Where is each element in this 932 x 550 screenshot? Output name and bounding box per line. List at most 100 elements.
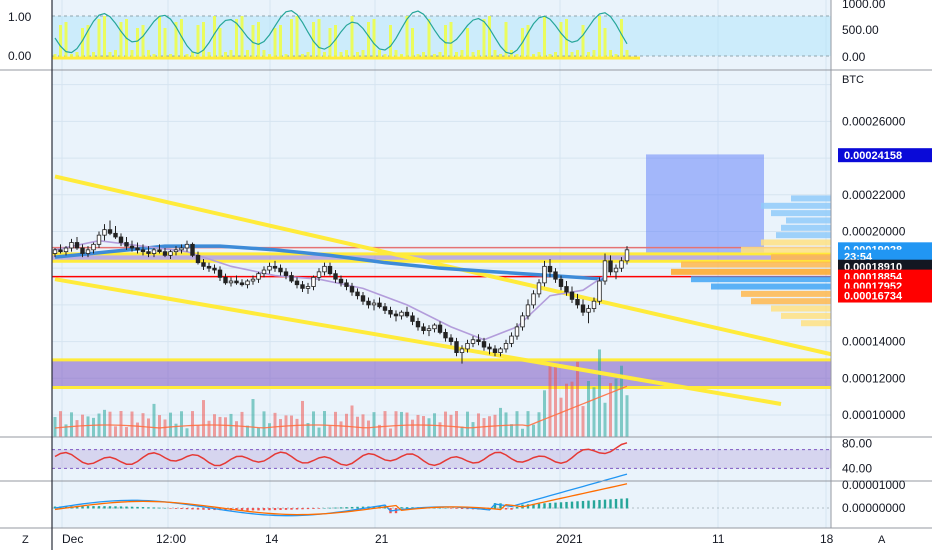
- candle-body-40: [272, 265, 278, 269]
- top-hist-61: [389, 25, 392, 58]
- corner-label-left[interactable]: Z: [22, 534, 29, 546]
- top-hist-43: [290, 19, 293, 58]
- upper-purple-zone: [52, 253, 831, 262]
- volume-bar-89: [543, 390, 546, 437]
- candle-body-2: [63, 247, 69, 253]
- top-hist-54: [350, 16, 354, 58]
- profile-bar-17: [801, 320, 831, 327]
- top-hist-46: [306, 52, 310, 58]
- candle-body-28: [206, 265, 212, 269]
- top-hist-92: [559, 22, 563, 58]
- volume-bar-57: [367, 420, 370, 437]
- candle-body-72: [448, 337, 454, 342]
- macd-hist-9: [103, 506, 106, 509]
- volume-bar-38: [262, 411, 266, 437]
- candle-body-100: [602, 260, 608, 282]
- profile-bar-16: [781, 312, 831, 319]
- price-tag-label-6: 0.00016734: [844, 291, 903, 303]
- top-hist-94: [570, 52, 574, 58]
- macd-hist-25: [191, 508, 194, 510]
- macd-hist-64: [405, 507, 409, 509]
- price-axis[interactable]: 0.00026000 0.00022000 0.00020000 0.00014000…: [8, 0, 906, 515]
- volume-bars: [53, 349, 629, 437]
- profile-bar-13: [741, 290, 831, 297]
- top-hist-69: [433, 54, 436, 58]
- top-hist-93: [565, 19, 568, 58]
- top-hist-37: [257, 22, 260, 58]
- profile-bar-2: [771, 210, 831, 217]
- volume-bar-4: [75, 420, 79, 437]
- profile-bar-4: [781, 224, 831, 231]
- profile-bar-8: [771, 254, 831, 261]
- volume-bar-81: [499, 407, 502, 437]
- macd-hist-95: [576, 501, 579, 509]
- price-tick-label-3: 0.00014000: [842, 335, 906, 349]
- top-oscillator-line: [54, 10, 628, 55]
- top-hist-39: [268, 54, 271, 58]
- candle-body-83: [509, 335, 514, 344]
- profile-bar-14: [751, 298, 831, 305]
- macd-hist-90: [548, 502, 552, 509]
- volume-bar-61: [389, 428, 392, 437]
- top-hist-40: [273, 28, 277, 58]
- candle-body-94: [569, 291, 575, 300]
- candle-body-11: [113, 232, 118, 238]
- volume-bar-33: [235, 421, 238, 437]
- candle-body-17: [146, 251, 151, 254]
- top-hist-14: [130, 50, 134, 58]
- macd-tick-1: 0.00000000: [842, 501, 906, 515]
- volume-bar-84: [515, 411, 519, 437]
- top-hist-65: [411, 28, 414, 58]
- candle-body-18: [151, 249, 157, 254]
- time-axis[interactable]: Dec 12:00 14 21 2021 11 18: [62, 532, 834, 546]
- macd-signal-line: [54, 483, 628, 516]
- macd-hist-37: [257, 508, 260, 511]
- top-hist-78: [482, 19, 486, 58]
- volume-bar-26: [196, 425, 200, 437]
- volume-bar-46: [306, 423, 310, 437]
- candle-body-9: [102, 229, 107, 236]
- candle-body-45: [300, 284, 305, 289]
- volume-bar-23: [180, 411, 183, 437]
- macd-hist-8: [97, 506, 101, 509]
- volume-bar-10: [108, 411, 112, 437]
- top-hist-87: [532, 54, 535, 58]
- volume-bar-63: [400, 411, 403, 437]
- macd-hist-20: [163, 507, 167, 509]
- top-hist-28: [207, 52, 211, 58]
- macd-hist-103: [620, 498, 623, 509]
- macd-hist-63: [400, 507, 403, 509]
- volume-bar-66: [416, 414, 420, 437]
- top-hist-30: [218, 28, 222, 58]
- candle-body-12: [118, 236, 124, 243]
- top-hist-49: [323, 52, 326, 58]
- top-hist-98: [592, 50, 596, 58]
- price-tag-bg-6: [838, 288, 932, 303]
- volume-bar-54: [350, 405, 354, 437]
- volume-bar-35: [246, 425, 249, 437]
- top-hist-2: [64, 22, 68, 58]
- candle-body-6: [85, 249, 91, 254]
- top-hist-60: [383, 54, 387, 58]
- top-hist-9: [103, 16, 106, 58]
- macd-hist-54: [350, 506, 354, 509]
- candle-body-76: [470, 339, 476, 344]
- macd-hist-18: [152, 507, 156, 509]
- top-hist-88: [537, 52, 541, 58]
- top-right-tick-2: 0.00: [842, 50, 866, 64]
- candle-body-14: [129, 245, 135, 249]
- candle-body-79: [487, 346, 492, 350]
- top-hist-16: [141, 25, 145, 58]
- corner-label-right[interactable]: A: [878, 534, 886, 546]
- macd-hist-23: [180, 508, 183, 510]
- candle-body-53: [344, 282, 349, 287]
- candle-body-65: [410, 315, 415, 322]
- candle-body-21: [168, 251, 173, 256]
- top-hist-82: [504, 22, 508, 58]
- candles: [52, 220, 630, 364]
- profile-bar-15: [771, 305, 831, 312]
- candle-body-74: [459, 348, 465, 353]
- top-hist-19: [158, 16, 161, 58]
- top-hist-59: [378, 50, 381, 58]
